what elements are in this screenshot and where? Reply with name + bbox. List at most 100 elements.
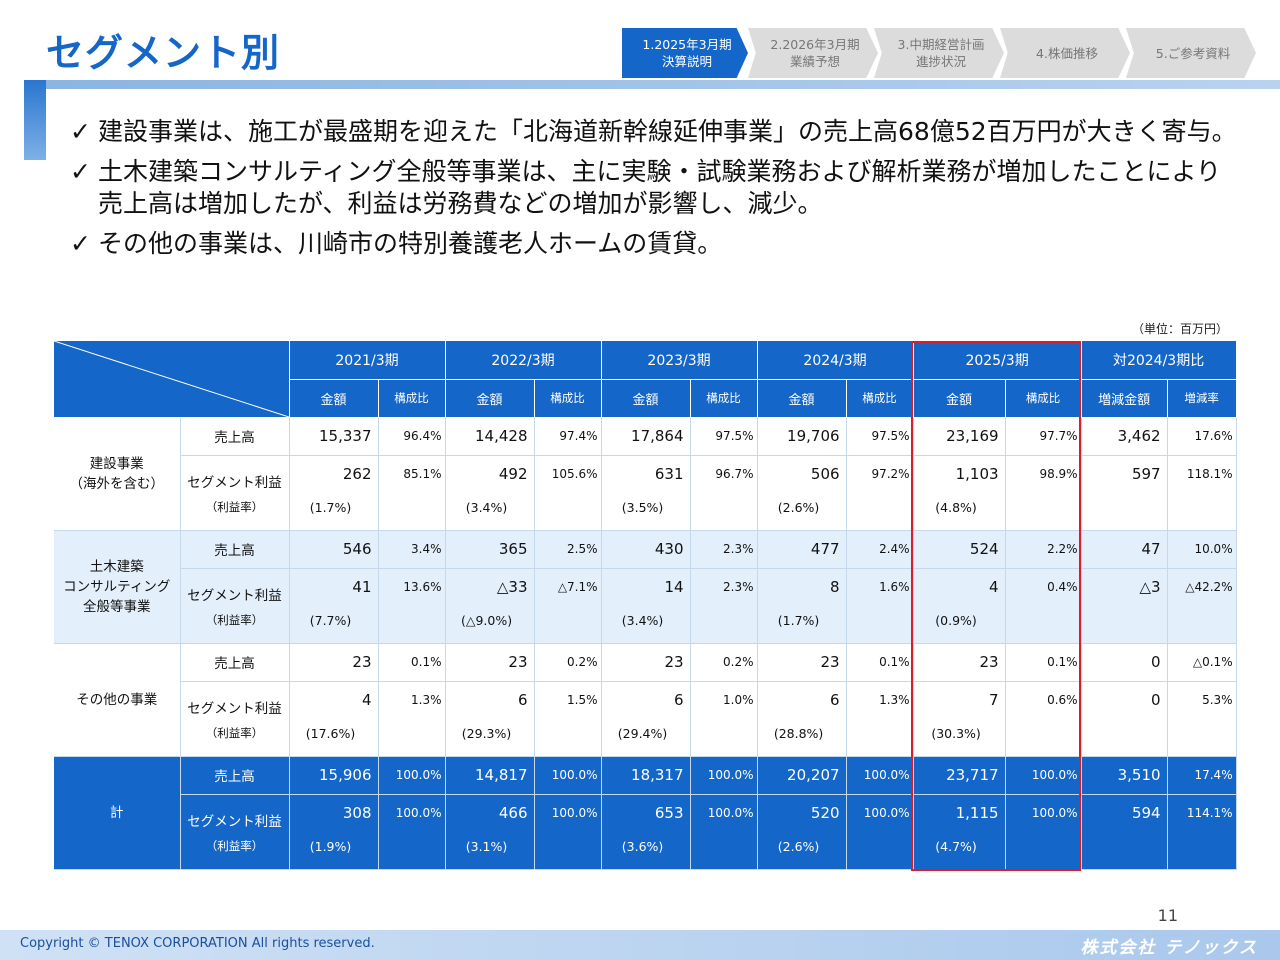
cell-amount: △33 (△9.0%) xyxy=(445,568,535,644)
cell-margin: (3.6%) xyxy=(621,838,664,854)
col-amount: 金額 xyxy=(601,379,691,418)
col-ratio: 構成比 xyxy=(378,379,446,418)
cell-margin: (4.8%) xyxy=(935,499,977,515)
col-rate: 増減率 xyxy=(1167,379,1237,418)
year-header: 2021/3期 xyxy=(289,341,446,380)
cell-amount: 4 (17.6%) xyxy=(289,681,379,757)
year-header: 2023/3期 xyxy=(601,341,758,380)
cell-margin: (28.8%) xyxy=(773,725,824,741)
cell-amount: 631 (3.5%) xyxy=(601,455,691,531)
table-corner xyxy=(54,341,290,418)
cell-amount: 4 (0.9%) xyxy=(913,568,1006,644)
check-icon: ✓ xyxy=(70,117,91,146)
cell-ratio: 118.1% xyxy=(1167,455,1237,531)
segment-name: 計 xyxy=(54,756,181,870)
cell-amount: 17,864 xyxy=(601,417,691,456)
cell-amount: 430 xyxy=(601,530,691,569)
cell-ratio: 97.5% xyxy=(846,417,914,456)
bullet-construction: ✓ 建設事業は、施工が最盛期を迎えた「北海道新幹線延伸事業」の売上高68億52百… xyxy=(70,117,1237,146)
page-title: セグメント別 xyxy=(46,31,281,75)
cell-ratio: 100.0% xyxy=(378,756,446,795)
cell-margin: (17.6%) xyxy=(305,725,356,741)
bullet-list: ✓ 建設事業は、施工が最盛期を迎えた「北海道新幹線延伸事業」の売上高68億52百… xyxy=(70,116,1240,268)
item-sales: 売上高 xyxy=(180,530,290,569)
cell-amount: 653 (3.6%) xyxy=(601,794,691,870)
cell-amount: 47 xyxy=(1081,530,1168,569)
col-amount: 金額 xyxy=(445,379,535,418)
segment-name: その他の事業 xyxy=(54,643,181,757)
cell-ratio: 1.6% xyxy=(846,568,914,644)
col-ratio: 構成比 xyxy=(846,379,914,418)
cell-ratio: 100.0% xyxy=(846,794,914,870)
cell-amount: 8 (1.7%) xyxy=(757,568,847,644)
check-icon: ✓ xyxy=(70,157,91,186)
cell-amount: 1,115 (4.7%) xyxy=(913,794,1006,870)
cell-margin: (2.6%) xyxy=(777,499,820,515)
table-row-profit: セグメント利益 （利益率） 308 (1.9%) 100.0% 466 (3.1%) 100.… xyxy=(54,794,1237,870)
cell-margin xyxy=(1082,718,1161,726)
cell-margin: (30.3%) xyxy=(931,725,981,741)
item-profit: セグメント利益 （利益率） xyxy=(180,568,290,644)
cell-amount: 18,317 xyxy=(601,756,691,795)
cell-ratio: 100.0% xyxy=(534,756,602,795)
cell-amount: 0 xyxy=(1081,643,1168,682)
cell-amount: 308 (1.9%) xyxy=(289,794,379,870)
year-header-current: 2025/3期 xyxy=(913,341,1082,380)
company-logo: 株式会社 テノックス xyxy=(1080,938,1258,958)
cell-margin: (△9.0%) xyxy=(460,612,513,628)
cell-ratio: 17.4% xyxy=(1167,756,1237,795)
bullet-other: ✓ その他の事業は、川崎市の特別養護老人ホームの賃貸。 xyxy=(70,229,723,258)
cell-ratio: 100.0% xyxy=(690,756,758,795)
cell-amount: 365 xyxy=(445,530,535,569)
cell-amount: △3 xyxy=(1081,568,1168,644)
tab-results[interactable]: 1.2025年3月期 決算説明 xyxy=(622,28,748,78)
tab-reference[interactable]: 5.ご参考資料 xyxy=(1126,28,1256,78)
cell-amount: 15,906 xyxy=(289,756,379,795)
cell-ratio: 0.2% xyxy=(690,643,758,682)
cell-ratio: 100.0% xyxy=(846,756,914,795)
cell-ratio: 85.1% xyxy=(378,455,446,531)
cell-ratio: 0.4% xyxy=(1005,568,1082,644)
cell-ratio: △0.1% xyxy=(1167,643,1237,682)
item-sales: 売上高 xyxy=(180,756,290,795)
cell-ratio: 2.5% xyxy=(534,530,602,569)
cell-ratio: 100.0% xyxy=(534,794,602,870)
cell-margin: (3.5%) xyxy=(621,499,664,515)
year-header: 2022/3期 xyxy=(445,341,602,380)
table-row-sales: 建設事業 （海外を含む） 売上高 15,337 96.4% 14,428 97.4% 17,8… xyxy=(54,417,1237,531)
cell-amount: 23,717 xyxy=(913,756,1006,795)
unit-label: （単位：百万円） xyxy=(1131,322,1228,336)
header-bar xyxy=(24,80,1280,89)
cell-ratio: 2.4% xyxy=(846,530,914,569)
cell-ratio: 97.5% xyxy=(690,417,758,456)
cell-amount: 23,169 xyxy=(913,417,1006,456)
table-row-profit: セグメント利益 （利益率） 41 (7.7%) 13.6% △33 (△9.0%) △7.1%… xyxy=(54,568,1237,644)
tab-forecast[interactable]: 2.2026年3月期 業績予想 xyxy=(748,28,878,78)
cell-margin xyxy=(1082,605,1161,613)
cell-margin xyxy=(1082,831,1161,839)
cell-ratio: 0.1% xyxy=(1005,643,1082,682)
cell-ratio: 2.3% xyxy=(690,568,758,644)
cell-ratio: 96.4% xyxy=(378,417,446,456)
tab-stock-price[interactable]: 4.株価推移 xyxy=(1000,28,1130,78)
cell-ratio: 1.5% xyxy=(534,681,602,757)
cell-margin: (29.3%) xyxy=(461,725,512,741)
cell-ratio: 105.6% xyxy=(534,455,602,531)
cell-amount: 3,462 xyxy=(1081,417,1168,456)
col-ratio: 構成比 xyxy=(690,379,758,418)
cell-margin: (3.1%) xyxy=(465,838,508,854)
cell-amount: 520 (2.6%) xyxy=(757,794,847,870)
cell-margin: (2.6%) xyxy=(777,838,820,854)
segment-name: 建設事業 （海外を含む） xyxy=(54,417,181,531)
cell-ratio: 2.3% xyxy=(690,530,758,569)
col-amount: 金額 xyxy=(913,379,1006,418)
cell-ratio: 0.1% xyxy=(846,643,914,682)
cell-margin: (0.9%) xyxy=(935,612,977,628)
item-profit: セグメント利益 （利益率） xyxy=(180,455,290,531)
tab-midterm-plan[interactable]: 3.中期経営計画 進捗状況 xyxy=(874,28,1004,78)
cell-amount: 23 xyxy=(445,643,535,682)
cell-ratio: 100.0% xyxy=(1005,756,1082,795)
cell-amount: 597 xyxy=(1081,455,1168,531)
cell-amount: 41 (7.7%) xyxy=(289,568,379,644)
cell-amount: 594 xyxy=(1081,794,1168,870)
